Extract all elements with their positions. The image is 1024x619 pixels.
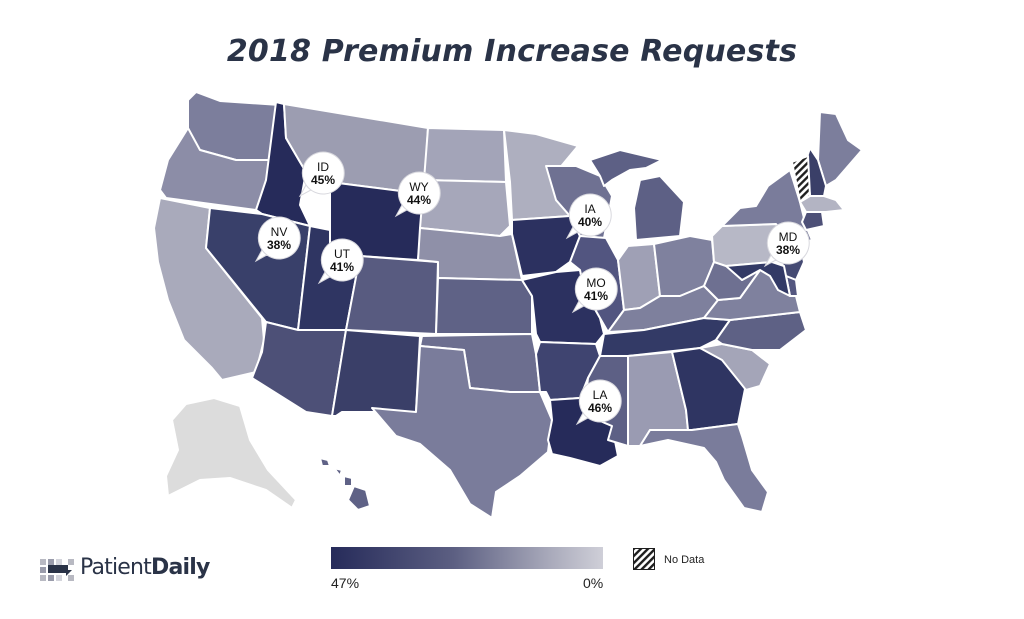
state-shapes xyxy=(153,91,863,519)
callout-state-label: NV xyxy=(270,225,288,239)
state-ct xyxy=(801,211,825,231)
state-md xyxy=(725,261,791,297)
no-data-label: No Data xyxy=(664,554,705,566)
callout-percent-label: 38% xyxy=(775,243,801,257)
state-ks xyxy=(435,277,533,335)
callout-ia: IA 40% xyxy=(563,188,617,242)
logo-wordmark: PatientDaily xyxy=(80,555,210,580)
state-ak xyxy=(165,397,297,509)
state-me xyxy=(817,111,863,187)
legend-color-scale xyxy=(331,547,603,569)
callout-percent-label: 44% xyxy=(406,193,432,207)
state-tx xyxy=(371,345,553,519)
callout-mo: MO 41% xyxy=(569,262,623,316)
state-mi xyxy=(589,149,685,241)
callout-state-label: LA xyxy=(592,388,608,402)
callout-ut: UT 41% xyxy=(315,233,369,287)
state-fl xyxy=(639,423,769,513)
logo-text-light: Patient xyxy=(80,555,152,580)
callout-percent-label: 41% xyxy=(329,260,355,274)
callout-state-label: MO xyxy=(586,276,606,290)
callout-id: ID 45% xyxy=(296,146,350,200)
callout-state-label: MD xyxy=(778,230,798,244)
callout-percent-label: 40% xyxy=(577,215,603,229)
state-az xyxy=(251,321,347,417)
callout-bubble-icon xyxy=(298,151,345,198)
callout-bubble-icon xyxy=(565,193,612,240)
logo-text-bold: Daily xyxy=(151,555,210,580)
no-data-swatch xyxy=(633,548,655,570)
map-title: 2018 Premium Increase Requests xyxy=(226,34,798,69)
callout-bubble-icon xyxy=(763,221,810,268)
callout-bubble-icon xyxy=(571,267,618,314)
callout-state-label: IA xyxy=(584,202,596,216)
callout-percent-label: 46% xyxy=(587,401,613,415)
callout-state-label: WY xyxy=(409,180,429,194)
state-ma xyxy=(799,195,845,213)
legend-min-label: 47% xyxy=(331,575,360,591)
callout-bubble-icon xyxy=(394,171,441,218)
logo-grid-icon xyxy=(40,559,74,581)
callout-nv: NV 38% xyxy=(252,211,306,265)
callout-percent-label: 45% xyxy=(310,173,336,187)
callout-percent-label: 41% xyxy=(583,289,609,303)
callout-md: MD 38% xyxy=(761,216,815,270)
callout-bubble-icon xyxy=(575,379,622,426)
callout-la: LA 46% xyxy=(573,374,627,428)
state-hi xyxy=(319,457,371,511)
callout-wy: WY 44% xyxy=(392,166,446,220)
callout-bubble-icon xyxy=(317,238,364,285)
callout-state-label: UT xyxy=(334,247,350,261)
state-sd xyxy=(419,179,511,237)
callout-state-label: ID xyxy=(317,160,329,174)
callout-bubble-icon xyxy=(254,216,301,263)
state-nm xyxy=(331,329,421,417)
legend-max-label: 0% xyxy=(583,575,604,591)
callout-percent-label: 38% xyxy=(266,238,292,252)
